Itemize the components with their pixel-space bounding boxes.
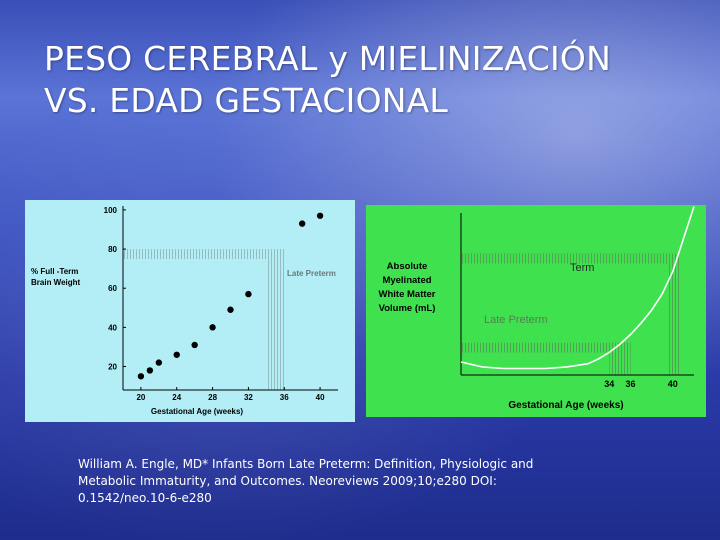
term-band-horizontal bbox=[461, 253, 681, 264]
left-x-tick-label: 32 bbox=[244, 393, 253, 402]
brain-weight-point bbox=[191, 341, 198, 349]
left-y-tick-label: 60 bbox=[108, 284, 117, 293]
right-x-tick-label: 34 bbox=[604, 379, 614, 389]
left-y-tick-label: 100 bbox=[104, 206, 118, 215]
right-x-tick-label: 40 bbox=[668, 379, 678, 389]
left-y-tick-label: 40 bbox=[108, 323, 117, 332]
late-preterm-band-vertical bbox=[266, 249, 285, 390]
myelination-curve bbox=[460, 206, 695, 370]
right-x-axis-label: Gestational Age (weeks) bbox=[508, 400, 623, 411]
left-x-tick-label: 36 bbox=[280, 393, 289, 402]
right-late-preterm-band-horizontal bbox=[461, 342, 631, 353]
brain-weight-point bbox=[316, 212, 324, 219]
left-y-axis-label-line-2: Brain Weight bbox=[31, 278, 81, 287]
right-chart-panel bbox=[366, 205, 706, 417]
left-x-tick-label: 40 bbox=[316, 393, 325, 402]
term-band-vertical bbox=[667, 253, 681, 375]
left-x-tick-label: 24 bbox=[172, 393, 181, 402]
citation-line-2: Metabolic Immaturity, and Outcomes. Neor… bbox=[78, 474, 497, 488]
left-x-tick-label: 20 bbox=[136, 393, 145, 402]
right-y-axis-label-line-1: Absolute bbox=[387, 261, 428, 272]
left-y-tick-label: 20 bbox=[108, 363, 117, 372]
left-x-axis-label: Gestational Age (weeks) bbox=[151, 407, 244, 416]
title-line-2: VS. EDAD GESTACIONAL bbox=[44, 81, 449, 120]
left-y-axis-label-line-1: % Full -Term bbox=[31, 267, 78, 276]
left-late-preterm-annotation: Late Preterm bbox=[287, 269, 336, 278]
title-line-1: PESO CEREBRAL y MIELINIZACIÓN bbox=[44, 39, 611, 78]
left-chart-panel bbox=[25, 200, 355, 422]
brain-weight-point bbox=[146, 367, 154, 374]
right-x-tick-label: 36 bbox=[625, 379, 635, 389]
brain-weight-chart: 20 24 28 32 36 40 20 40 60 80 100 % Full -Term Bra… bbox=[25, 200, 355, 422]
left-y-tick-label: 80 bbox=[108, 245, 117, 254]
late-preterm-band-horizontal bbox=[123, 249, 285, 260]
brain-weight-point bbox=[227, 306, 234, 313]
myelination-chart: 34 36 40 Absolute Myelinated White Matter … bbox=[366, 205, 706, 417]
brain-weight-point bbox=[137, 373, 145, 380]
right-late-preterm-annotation: Late Preterm bbox=[484, 314, 548, 326]
citation-line-1: William A. Engle, MD* Infants Born Late … bbox=[78, 457, 534, 471]
citation: William A. Engle, MD* Infants Born Late … bbox=[78, 456, 578, 507]
right-term-annotation: Term bbox=[570, 262, 594, 274]
brain-weight-point bbox=[245, 290, 252, 298]
brain-weight-point bbox=[209, 324, 216, 331]
right-y-axis-label-line-2: Myelinated bbox=[382, 275, 431, 286]
right-y-axis-label-line-3: White Matter bbox=[379, 289, 436, 300]
brain-weight-point bbox=[298, 220, 306, 227]
brain-weight-point bbox=[173, 351, 180, 358]
slide-title: PESO CEREBRAL y MIELINIZACIÓN VS. EDAD G… bbox=[44, 38, 611, 122]
left-x-tick-label: 28 bbox=[208, 393, 217, 402]
citation-line-3: 0.1542/neo.10-6-e280 bbox=[78, 491, 212, 505]
brain-weight-point bbox=[155, 359, 163, 366]
right-y-axis-label-line-4: Volume (mL) bbox=[379, 303, 436, 314]
